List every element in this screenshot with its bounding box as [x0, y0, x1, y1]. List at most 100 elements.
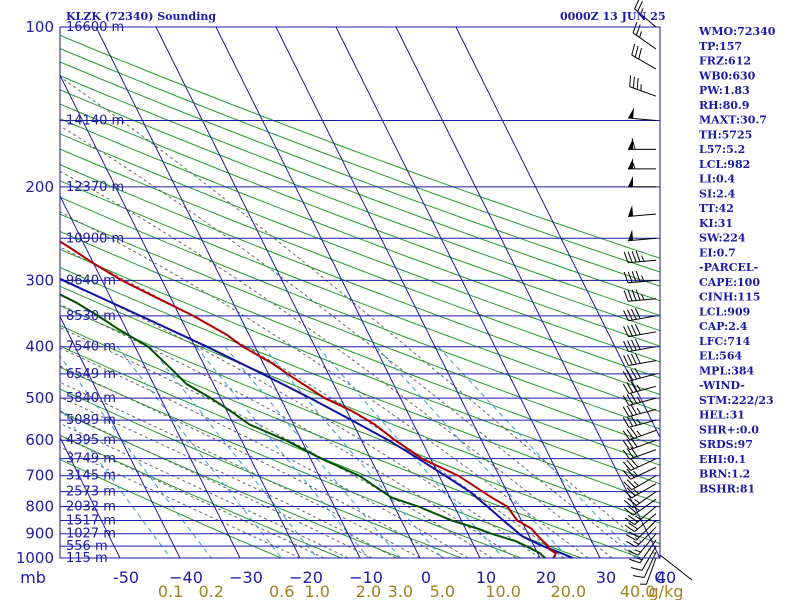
- wind-barb-feather: [626, 448, 634, 459]
- wind-barb-feather: [626, 468, 635, 478]
- wind-barb: [622, 404, 657, 418]
- wind-barb-feather: [629, 558, 641, 564]
- pressure-tick-label: 200: [25, 178, 54, 196]
- wind-barb-staff: [639, 539, 657, 564]
- wind-barb-feather: [622, 430, 631, 441]
- wind-barb-feather: [630, 368, 638, 380]
- wind-barb: [622, 458, 657, 471]
- wind-barb-staff: [628, 360, 657, 367]
- wind-barb-feather: [626, 382, 634, 393]
- stat-line: MAXT:30.7: [699, 114, 767, 127]
- pressure-tick-label: 300: [25, 271, 54, 289]
- height-label: 3749 m: [66, 452, 116, 467]
- wind-barb-half-feather: [636, 407, 641, 414]
- wind-barb-staff: [637, 533, 657, 556]
- temperature-tick-label: 30: [596, 568, 616, 587]
- wind-barb-feather: [634, 45, 639, 58]
- stat-line: WMO:72340: [698, 25, 776, 38]
- wind-barb-flag: [628, 157, 633, 169]
- wind-barb-feather: [634, 0, 640, 10]
- wind-barb-staff: [629, 439, 657, 451]
- stat-line: TH:5725: [699, 128, 752, 141]
- height-label: 4395 m: [66, 433, 116, 448]
- wind-barb-staff: [634, 513, 657, 533]
- stat-line: TT:42: [699, 202, 734, 215]
- wind-barb-feather: [630, 324, 637, 336]
- height-label: 5089 m: [66, 413, 116, 428]
- temperature-unit-label: C: [654, 568, 665, 587]
- wind-barb-feather: [626, 534, 637, 541]
- height-label: 1027 m: [66, 527, 116, 542]
- chart-time: 0000Z 13 JUN 25: [560, 10, 666, 23]
- isotherm-line: [95, 27, 361, 558]
- wind-barb-feather: [635, 270, 641, 282]
- wind-barb-feather: [623, 251, 629, 263]
- wind-barb-feather: [630, 381, 638, 392]
- isotherm-line: [395, 27, 660, 558]
- wind-barb-flag: [628, 229, 634, 241]
- wind-barb: [631, 43, 657, 70]
- stat-line: EI:0.7: [699, 246, 736, 259]
- wind-barb: [623, 483, 657, 499]
- wind-barb-feather: [623, 481, 633, 491]
- wind-barb-staff: [628, 419, 657, 428]
- temperature-trace: [60, 240, 557, 558]
- wind-barb-feather: [637, 1, 643, 12]
- mixing-ratio-label: 0.6: [269, 582, 294, 600]
- wind-barb: [624, 513, 657, 533]
- wind-barb-feather: [626, 428, 634, 439]
- height-label: 6549 m: [66, 367, 116, 382]
- height-label: 5840 m: [66, 391, 116, 406]
- wind-barb: [634, 0, 657, 28]
- temperature-tick-label: −40: [169, 568, 203, 587]
- temperature-tick-label: −20: [289, 568, 323, 587]
- height-label: 1517 m: [66, 514, 116, 529]
- mixing-ratio-label: 0.2: [199, 582, 224, 600]
- wind-barb-half-feather: [634, 506, 640, 512]
- wind-barb-staff: [628, 408, 657, 418]
- chart-title: KLZK (72340) Sounding: [66, 10, 216, 23]
- wind-barb-half-feather: [641, 293, 645, 301]
- temperature-tick-label: 20: [536, 568, 556, 587]
- wind-barb: [640, 557, 657, 585]
- wind-barb-staff: [628, 346, 657, 353]
- wind-barb-staff: [628, 237, 657, 242]
- mixing-ratio-label: 10.0: [485, 582, 521, 600]
- isotherm-line: [335, 27, 601, 558]
- wind-barb-feather: [623, 341, 629, 352]
- wind-barb-feather: [635, 289, 641, 301]
- wind-barb-feather: [631, 251, 637, 263]
- wind-barb-feather: [627, 354, 633, 366]
- stat-line: BRN:1.2: [699, 468, 750, 481]
- stat-line: CAPE:100: [699, 276, 760, 289]
- wind-barb-feather: [630, 458, 639, 468]
- wind-barb-staff: [631, 483, 657, 499]
- wind-barb-feather: [626, 416, 634, 427]
- wind-barb: [622, 381, 657, 395]
- temperature-tick-label: 10: [476, 568, 496, 587]
- mixing-ratio-unit-label: g/kg: [649, 582, 684, 600]
- wind-barb-staff: [630, 466, 657, 480]
- wind-barb-feather: [626, 438, 634, 449]
- wind-barb-feather: [627, 290, 633, 302]
- wind-barb-feather: [623, 290, 629, 302]
- wind-barb-feather: [630, 567, 643, 571]
- wind-barb-feather: [632, 575, 645, 579]
- wind-barb: [622, 415, 657, 428]
- stat-line: EL:564: [699, 350, 742, 363]
- wind-barb-staff: [631, 475, 657, 491]
- wind-barb-flag: [628, 107, 635, 119]
- wind-barb-feather: [626, 479, 636, 489]
- stat-line: LI:0.4: [699, 173, 735, 186]
- wind-barb: [628, 205, 657, 217]
- wind-barb-feather: [634, 352, 641, 364]
- stat-line: WB0:630: [698, 69, 756, 82]
- wind-barb: [626, 526, 657, 548]
- wind-barb-feather: [632, 76, 635, 89]
- wind-barb-feather: [622, 440, 631, 451]
- stat-line: KI:31: [699, 217, 733, 230]
- wind-barb-feather: [623, 507, 634, 516]
- parcel-trace: [60, 277, 574, 558]
- stat-line: BSHR:81: [699, 482, 755, 495]
